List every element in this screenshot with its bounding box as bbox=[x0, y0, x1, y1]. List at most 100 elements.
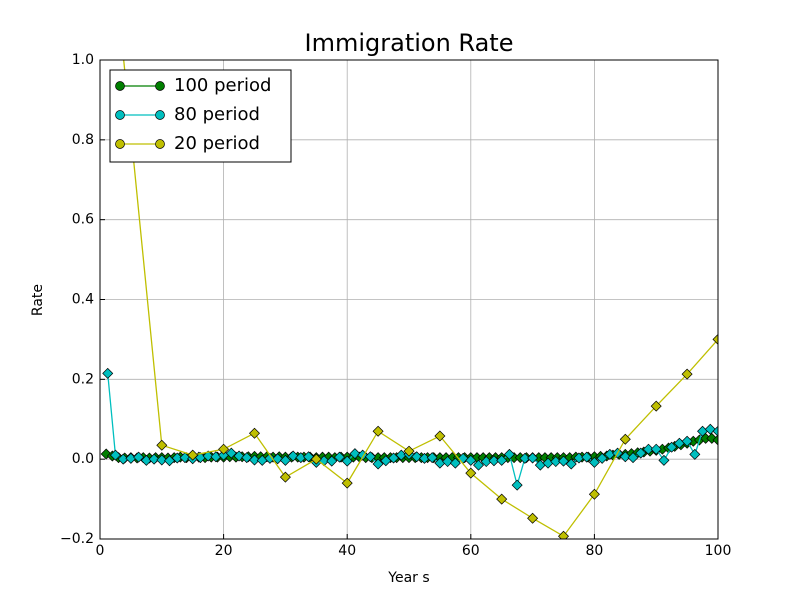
data-point bbox=[171, 452, 183, 464]
y-tick-label: 0.8 bbox=[72, 132, 94, 148]
data-point bbox=[287, 450, 299, 462]
data-point bbox=[550, 456, 562, 468]
data-point bbox=[527, 452, 539, 464]
legend-marker bbox=[115, 139, 125, 149]
data-point bbox=[364, 451, 376, 463]
legend-label: 100 period bbox=[174, 75, 271, 96]
data-point bbox=[310, 453, 322, 465]
x-tick-label: 80 bbox=[585, 543, 603, 559]
legend-marker bbox=[115, 110, 125, 120]
data-point bbox=[465, 467, 477, 479]
data-point bbox=[218, 443, 230, 455]
y-tick-label: 1.0 bbox=[72, 52, 94, 68]
x-tick-label: 20 bbox=[215, 543, 233, 559]
data-point bbox=[442, 456, 454, 468]
data-point bbox=[596, 452, 608, 464]
data-point bbox=[503, 448, 515, 460]
data-point bbox=[411, 451, 423, 463]
data-point bbox=[558, 530, 569, 539]
legend-label: 80 period bbox=[174, 104, 260, 125]
legend-label: 20 period bbox=[174, 133, 260, 154]
data-point bbox=[496, 493, 508, 505]
x-axis-label: Year s bbox=[387, 570, 429, 586]
data-point bbox=[225, 447, 237, 459]
data-point bbox=[164, 455, 176, 467]
data-point bbox=[627, 452, 639, 464]
data-point bbox=[588, 488, 600, 500]
data-point bbox=[133, 451, 145, 463]
data-point bbox=[272, 453, 284, 465]
data-point bbox=[635, 447, 647, 459]
data-point bbox=[326, 455, 338, 467]
data-point bbox=[102, 367, 114, 379]
data-point bbox=[558, 455, 569, 467]
plot-area bbox=[100, 60, 718, 539]
data-point bbox=[681, 435, 693, 447]
data-point bbox=[156, 439, 168, 451]
chart-title: Immigration Rate bbox=[305, 29, 514, 57]
legend-marker bbox=[155, 81, 165, 91]
data-point bbox=[434, 430, 446, 442]
data-point bbox=[341, 477, 353, 489]
data-point bbox=[689, 448, 701, 460]
legend-box bbox=[109, 69, 292, 163]
data-point bbox=[681, 368, 693, 380]
x-tick-label: 40 bbox=[338, 543, 356, 559]
data-point bbox=[279, 471, 291, 483]
data-point bbox=[581, 451, 593, 463]
data-point bbox=[156, 454, 168, 466]
data-point bbox=[449, 457, 461, 469]
data-point bbox=[658, 454, 670, 466]
data-point bbox=[233, 450, 245, 462]
data-point bbox=[388, 452, 400, 464]
data-point bbox=[473, 459, 485, 471]
legend-marker bbox=[155, 139, 165, 149]
data-point bbox=[380, 455, 392, 467]
data-point bbox=[109, 449, 121, 461]
data-point bbox=[565, 458, 577, 470]
data-point bbox=[249, 454, 260, 466]
data-point bbox=[341, 455, 353, 467]
data-point bbox=[403, 445, 415, 457]
data-point bbox=[264, 452, 276, 464]
data-point bbox=[349, 448, 361, 460]
data-point bbox=[279, 454, 291, 466]
x-tick-label: 0 bbox=[96, 543, 105, 559]
legend: 100 period 80 period 20 period bbox=[109, 69, 292, 163]
data-point bbox=[619, 451, 631, 463]
data-point bbox=[511, 479, 523, 491]
data-point bbox=[148, 453, 160, 465]
y-axis-label: Rate bbox=[30, 284, 46, 316]
data-point bbox=[488, 455, 500, 467]
data-point bbox=[712, 333, 718, 345]
legend-marker bbox=[155, 110, 165, 120]
data-point bbox=[372, 425, 384, 437]
y-tick-label: 0.4 bbox=[72, 292, 94, 308]
data-point bbox=[202, 450, 214, 462]
data-point bbox=[519, 452, 531, 464]
data-point bbox=[704, 423, 716, 435]
data-point bbox=[249, 427, 260, 439]
data-point bbox=[650, 400, 662, 412]
legend-marker bbox=[115, 81, 125, 91]
data-point bbox=[426, 452, 438, 464]
data-point bbox=[372, 458, 384, 470]
y-tick-label: 0.0 bbox=[72, 451, 94, 467]
data-point bbox=[527, 512, 539, 524]
data-point bbox=[642, 443, 654, 455]
y-tick-label: 0.6 bbox=[72, 212, 94, 228]
data-point bbox=[496, 454, 508, 466]
ticks: 0 20 40 60 80 100 −0.2 0.0 0.2 0.4 0.6 0.8 1.0 bbox=[60, 52, 731, 559]
x-tick-label: 100 bbox=[705, 543, 732, 559]
data-point bbox=[333, 451, 345, 463]
x-tick-label: 60 bbox=[462, 543, 480, 559]
data-point bbox=[712, 434, 718, 446]
y-tick-label: −0.2 bbox=[60, 531, 94, 547]
data-point bbox=[465, 454, 477, 466]
y-tick-label: 0.2 bbox=[72, 371, 94, 387]
data-point bbox=[588, 456, 600, 468]
data-point bbox=[650, 443, 662, 455]
data-point bbox=[666, 441, 678, 453]
